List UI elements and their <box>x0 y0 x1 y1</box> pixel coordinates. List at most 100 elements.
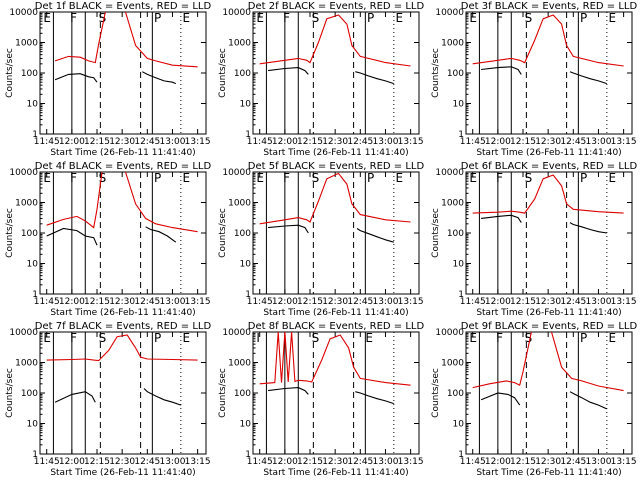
y-tick-label: 100 <box>447 389 464 399</box>
y-tick-label: 10000 <box>9 168 38 178</box>
phase-marker: F <box>496 171 503 185</box>
phase-marker: E <box>469 171 477 185</box>
phase-marker: F <box>70 331 77 345</box>
events-series-line <box>356 228 394 243</box>
y-tick-label: 10 <box>453 420 465 430</box>
events-series-line <box>143 388 181 406</box>
y-tick-label: 100 <box>447 69 464 79</box>
lld-series-line <box>46 172 103 229</box>
y-tick-label: 100 <box>234 69 251 79</box>
x-tick-label: 12:15 <box>297 457 323 467</box>
x-tick-label: 11:45 <box>460 457 486 467</box>
x-tick-label: 12:45 <box>560 137 586 147</box>
x-tick-label: 11:45 <box>34 457 60 467</box>
x-tick-label: 11:45 <box>460 297 486 307</box>
x-tick-label: 13:00 <box>159 457 185 467</box>
x-tick-label: 12:45 <box>347 457 373 467</box>
panel-title: Det 4f BLACK = Events, RED = LLD <box>35 161 212 172</box>
x-tick-label: 13:00 <box>372 457 398 467</box>
phase-marker: E <box>396 171 404 185</box>
phase-marker: F <box>283 11 290 25</box>
x-tick-label: 12:00 <box>485 137 511 147</box>
phase-marker: F <box>496 11 503 25</box>
x-tick-label: 12:15 <box>84 137 110 147</box>
phase-marker: P <box>154 11 161 25</box>
y-tick-label: 100 <box>234 389 251 399</box>
phase-marker: S <box>99 11 107 25</box>
panel-title: Det 3f BLACK = Events, RED = LLD <box>461 1 638 12</box>
panel-title: Det 8f BLACK = Events, RED = LLD <box>248 321 425 332</box>
lld-series-line <box>54 12 106 64</box>
phase-marker: P <box>580 11 587 25</box>
x-tick-label: 13:00 <box>585 137 611 147</box>
lld-series-line <box>259 332 411 386</box>
x-tick-label: 12:30 <box>109 137 135 147</box>
phase-marker: S <box>525 11 533 25</box>
y-tick-label: 1 <box>458 130 464 140</box>
y-tick-label: 10000 <box>435 168 464 178</box>
x-axis-label: Start Time (26-Feb-11 11:41:40) <box>263 148 408 158</box>
y-tick-label: 1 <box>32 130 38 140</box>
events-series-line <box>355 71 394 85</box>
x-tick-label: 12:45 <box>134 137 160 147</box>
y-tick-label: 100 <box>21 229 38 239</box>
y-tick-label: 1 <box>32 450 38 460</box>
phase-marker: E <box>183 331 191 345</box>
lld-series-line <box>550 332 624 392</box>
panel-title: Det 2f BLACK = Events, RED = LLD <box>248 1 425 12</box>
lld-series-line <box>259 172 411 225</box>
y-tick-label: 1000 <box>228 199 251 209</box>
y-tick-label: 10000 <box>9 328 38 338</box>
y-tick-label: 10 <box>27 420 39 430</box>
events-series-line <box>481 66 522 75</box>
y-tick-label: 1000 <box>15 39 38 49</box>
x-tick-label: 12:15 <box>297 137 323 147</box>
phase-marker: S <box>99 171 107 185</box>
y-tick-label: 1 <box>245 130 251 140</box>
x-tick-label: 11:45 <box>247 457 273 467</box>
lld-series-line <box>472 332 532 389</box>
y-tick-label: 10000 <box>9 8 38 18</box>
x-tick-label: 12:30 <box>535 457 561 467</box>
x-tick-label: 12:15 <box>510 297 536 307</box>
y-tick-label: 10000 <box>435 328 464 338</box>
y-tick-label: 10 <box>453 260 465 270</box>
x-tick-label: 12:15 <box>84 297 110 307</box>
phase-marker: S <box>525 331 533 345</box>
x-tick-label: 12:00 <box>272 457 298 467</box>
x-tick-label: 13:15 <box>611 297 637 307</box>
phase-marker: S <box>525 171 533 185</box>
phase-marker: E <box>609 11 617 25</box>
x-tick-label: 12:00 <box>485 297 511 307</box>
phase-marker: S <box>99 331 107 345</box>
x-tick-label: 13:15 <box>398 297 424 307</box>
x-tick-label: 13:15 <box>398 457 424 467</box>
x-tick-label: 12:00 <box>485 457 511 467</box>
x-tick-label: 12:15 <box>297 297 323 307</box>
x-tick-label: 12:00 <box>59 137 85 147</box>
x-tick-label: 11:45 <box>247 297 273 307</box>
events-series-line <box>481 214 522 223</box>
x-tick-label: 12:00 <box>59 297 85 307</box>
events-series-line <box>54 391 96 403</box>
y-tick-label: 10 <box>27 260 39 270</box>
x-tick-label: 13:15 <box>185 457 211 467</box>
x-tick-label: 13:15 <box>185 137 211 147</box>
events-series-line <box>569 71 607 85</box>
panel-title: Det 5f BLACK = Events, RED = LLD <box>248 161 425 172</box>
phase-marker: F <box>70 171 77 185</box>
x-axis-label: Start Time (26-Feb-11 11:41:40) <box>263 308 408 318</box>
phase-marker: S <box>312 171 320 185</box>
x-tick-label: 11:45 <box>460 137 486 147</box>
x-tick-label: 13:00 <box>585 457 611 467</box>
lld-series-line <box>124 172 198 233</box>
y-tick-label: 10 <box>453 100 465 110</box>
x-tick-label: 11:45 <box>34 297 60 307</box>
events-series-line <box>480 392 521 406</box>
x-tick-label: 13:15 <box>611 457 637 467</box>
panel-title: Det 7f BLACK = Events, RED = LLD <box>35 321 212 332</box>
events-series-line <box>268 387 309 395</box>
panel-title: Det 6f BLACK = Events, RED = LLD <box>461 161 638 172</box>
